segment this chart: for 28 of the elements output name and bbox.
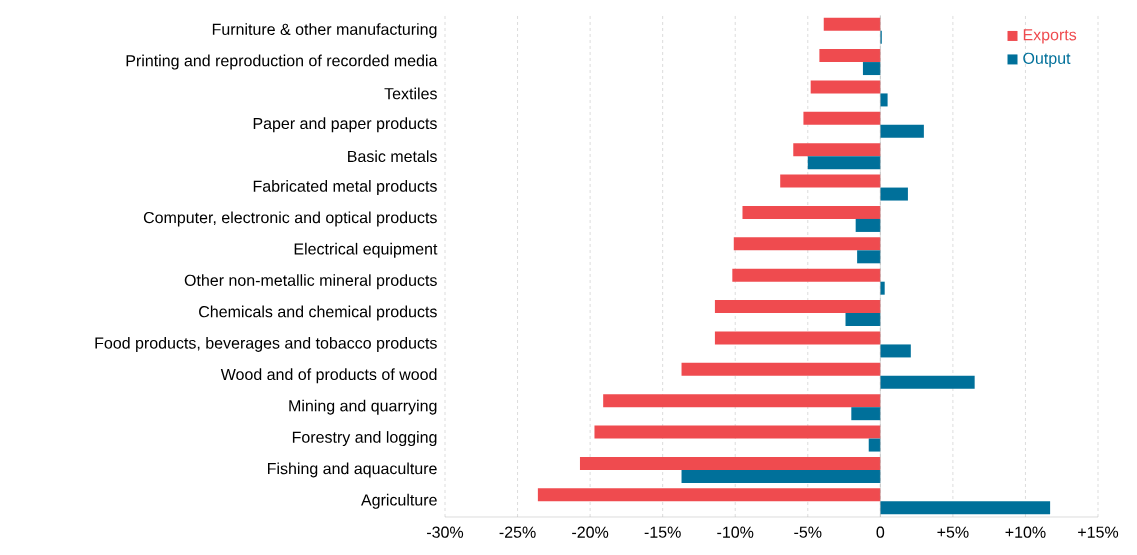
x-tick-label: -15%	[644, 526, 681, 538]
x-tick-label: +10%	[1005, 526, 1046, 538]
x-tick-label: -20%	[572, 526, 609, 538]
y-tick-label: Food products, beverages and tobacco products	[95, 336, 437, 352]
x-tick-label: 0	[876, 526, 885, 538]
y-tick-label: Computer, electronic and optical products	[143, 211, 437, 227]
y-tick-label: Printing and reproduction of recorded media	[126, 54, 438, 70]
y-tick-label: Fabricated metal products	[253, 180, 437, 196]
x-tick-label: -5%	[794, 526, 822, 538]
x-tick-label: -10%	[717, 526, 754, 538]
y-tick-label: Electrical equipment	[294, 242, 438, 258]
y-tick-label: Paper and paper products	[253, 117, 437, 133]
x-tick-label: -25%	[499, 526, 536, 538]
y-tick-label: Fishing and aquaculture	[268, 462, 437, 478]
y-tick-label: Furniture & other manufacturing	[212, 23, 437, 39]
x-tick-label: +5%	[937, 526, 969, 538]
legend-label: Exports	[1023, 29, 1077, 44]
y-tick-label: Wood and of products of wood	[220, 368, 437, 384]
y-tick-label: Textiles	[384, 87, 437, 100]
y-tick-label: Agriculture	[361, 493, 437, 509]
y-tick-label: Basic metals	[348, 150, 437, 163]
legend-label: Output	[1023, 52, 1071, 68]
y-tick-label: Mining and quarrying	[289, 399, 437, 415]
x-tick-label: +15%	[1078, 526, 1119, 538]
y-tick-label: Other non-metallic mineral products	[184, 274, 437, 290]
y-tick-label: Chemicals and chemical products	[199, 305, 437, 321]
x-tick-label: -30%	[427, 526, 464, 538]
y-tick-label: Forestry and logging	[292, 431, 437, 447]
